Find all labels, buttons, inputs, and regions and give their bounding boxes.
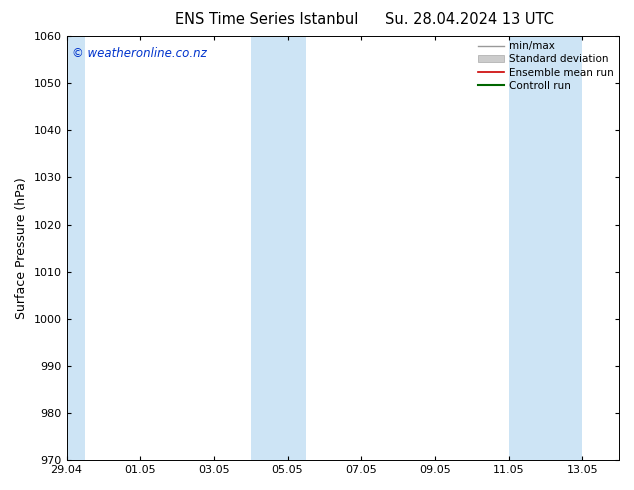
Legend: min/max, Standard deviation, Ensemble mean run, Controll run: min/max, Standard deviation, Ensemble me… — [478, 41, 614, 91]
Bar — [67, 36, 85, 460]
Text: Su. 28.04.2024 13 UTC: Su. 28.04.2024 13 UTC — [385, 12, 553, 27]
Y-axis label: Surface Pressure (hPa): Surface Pressure (hPa) — [15, 177, 28, 319]
Bar — [508, 36, 582, 460]
Text: ENS Time Series Istanbul: ENS Time Series Istanbul — [174, 12, 358, 27]
Text: © weatheronline.co.nz: © weatheronline.co.nz — [72, 47, 207, 60]
Bar — [250, 36, 306, 460]
